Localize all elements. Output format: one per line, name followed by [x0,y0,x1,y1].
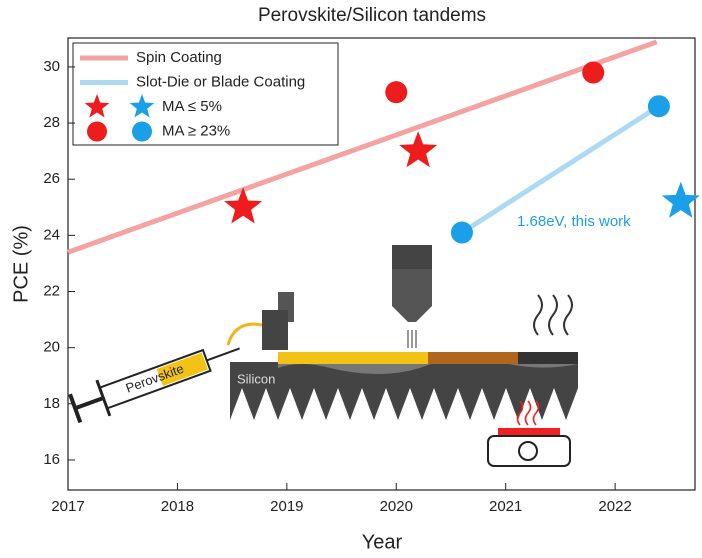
y-tick-label: 28 [43,114,60,131]
annotation: 1.68eV, this work [517,213,631,230]
illustration: Perovskite Silicon [68,245,578,467]
plot-frame [67,37,696,491]
legend-label: Spin Coating [136,49,222,66]
star-point [224,187,263,224]
circle-point [450,221,473,244]
legend-star [84,94,110,118]
legend-label: MA ≤ 5% [162,98,222,115]
x-tick-label: 2020 [380,498,413,515]
y-tick-label: 18 [43,395,60,412]
illustration-label: Silicon [237,371,275,386]
legend-circle [87,121,107,142]
x-tick-label: 2021 [489,498,522,515]
y-axis-label: PCE (%) [10,225,32,303]
y-tick-label: 26 [43,170,60,187]
legend-star [129,94,155,118]
texture [230,388,578,420]
y-tick-label: 16 [43,451,60,468]
x-tick-label: 2018 [161,498,194,515]
y-tick-label: 20 [43,339,60,356]
trend-line [67,39,658,255]
drying-film [428,352,518,364]
y-tick-label: 30 [43,58,60,75]
slot-die-head [392,245,432,269]
y-tick-label: 22 [43,282,60,299]
circle-point [582,61,605,84]
x-axis-label: Year [362,531,403,553]
heat-waves [533,294,573,336]
heat-waves-red [516,400,540,426]
blade-lines [407,330,417,348]
circle-point [647,95,670,118]
circle-point [385,81,408,104]
star-point [399,131,438,168]
x-tick-label: 2019 [270,498,303,515]
legend-circle [132,121,152,142]
dry-film [518,352,578,364]
trend-line [460,104,661,235]
tube [226,322,263,346]
slot-die-tip [392,269,432,322]
wet-film [278,352,428,364]
legend-label: Slot-Die or Blade Coating [136,73,305,90]
star-point [661,181,700,218]
x-tick-label: 2017 [51,498,84,515]
y-tick-label: 24 [43,226,60,243]
chart-title: Perovskite/Silicon tandems [258,5,486,26]
nozzle-body [262,310,288,350]
x-tick-label: 2022 [598,498,631,515]
knob [518,441,538,461]
hot-plate-top [498,428,560,436]
legend-label: MA ≥ 23% [162,122,230,139]
syringe: Perovskite [68,347,240,424]
